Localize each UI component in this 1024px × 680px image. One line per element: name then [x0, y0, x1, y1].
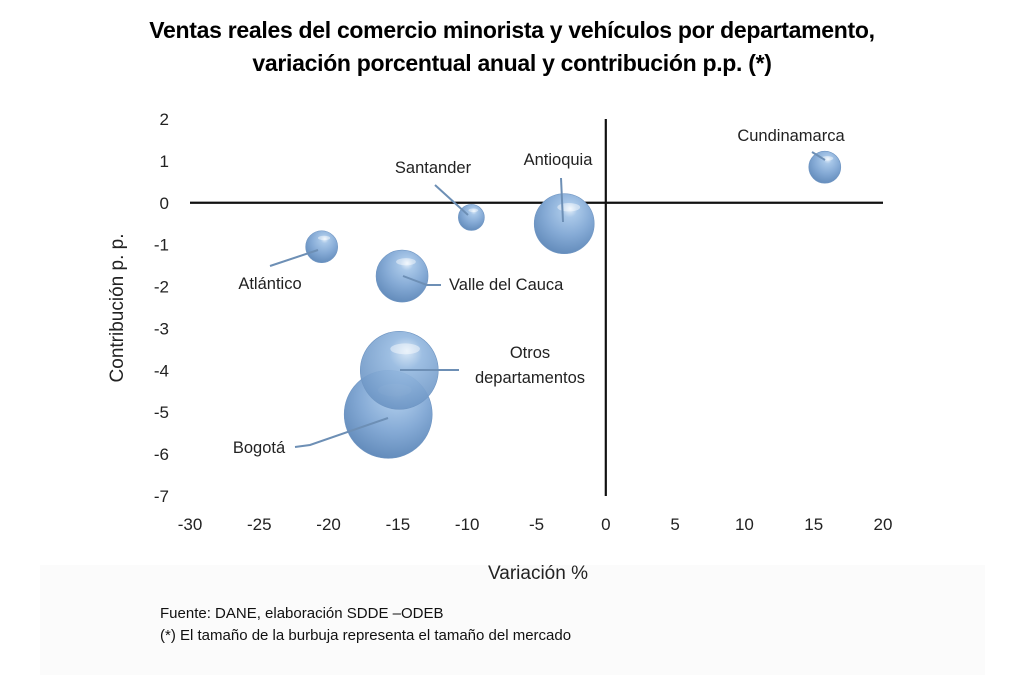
- bubble-label-otros-departamentos-line2: departamentos: [475, 369, 585, 387]
- chart-title-line-2: variación porcentual anual y contribució…: [252, 50, 772, 76]
- y-axis-title: Contribución p. p.: [107, 234, 128, 383]
- leader-line-santander: [434, 184, 469, 216]
- tick-labels: -30 -25 -20 -15 -10 -5 0 5 10 15 20210-1-2-3-4-5-6…: [154, 110, 893, 534]
- bubble-cundinamarca: [808, 150, 842, 184]
- background-panel: [40, 565, 985, 675]
- bubble-antioquia: [533, 193, 595, 255]
- y-tick-label: -2: [154, 278, 169, 297]
- x-tick-label: 10: [735, 515, 754, 534]
- x-tick-label: -30: [178, 515, 203, 534]
- x-axis-title: Variación %: [488, 563, 588, 584]
- x-tick-label: 5: [670, 515, 679, 534]
- leader-line-valle-del-cauca: [402, 275, 441, 286]
- bubble-santander: [458, 204, 485, 231]
- y-tick-label: 1: [160, 152, 169, 171]
- y-tick-label: -3: [154, 319, 169, 338]
- bubble-label-antioquia: Antioquia: [524, 151, 594, 169]
- bubble-highlight: [317, 235, 331, 241]
- leader-line-antioquia: [560, 177, 564, 223]
- chart-title: Ventas reales del comercio minorista y v…: [0, 14, 1024, 80]
- y-tick-label: -4: [154, 361, 169, 380]
- bubble-label-otros-departamentos: Otros: [510, 344, 550, 362]
- leader-line-atlantico: [269, 249, 319, 267]
- bubble-label-cundinamarca: Cundinamarca: [737, 127, 845, 145]
- y-tick-label: 0: [160, 194, 169, 213]
- bubble-highlight: [396, 258, 416, 266]
- bubble-label-atlantico: Atlántico: [238, 275, 301, 293]
- footnotes: Fuente: DANE, elaboración SDDE –ODEB (*)…: [160, 603, 571, 647]
- bubble-label-valle-del-cauca: Valle del Cauca: [449, 276, 564, 294]
- leader-line-cundinamarca: [811, 151, 826, 161]
- chart-title-line-1: Ventas reales del comercio minorista y v…: [149, 17, 875, 43]
- y-tick-label: -6: [154, 445, 169, 464]
- bubble-highlight: [390, 343, 420, 355]
- axes: [190, 119, 883, 496]
- y-tick-label: -7: [154, 487, 169, 506]
- x-tick-label: -10: [455, 515, 480, 534]
- x-tick-label: 15: [804, 515, 823, 534]
- source-note: Fuente: DANE, elaboración SDDE –ODEB: [160, 605, 444, 622]
- bubble-valle-del-cauca: [375, 249, 429, 303]
- bubble-label-santander: Santander: [395, 159, 472, 177]
- y-tick-label: 2: [160, 110, 169, 129]
- y-tick-label: -5: [154, 403, 169, 422]
- leader-line-bogota: [294, 417, 389, 448]
- x-tick-label: -25: [247, 515, 272, 534]
- bubble-atlantico: [305, 230, 338, 264]
- bubbles: [305, 150, 842, 459]
- x-tick-label: -20: [316, 515, 341, 534]
- bubble-highlight: [557, 203, 581, 212]
- x-tick-label: -15: [386, 515, 411, 534]
- x-tick-label: -5: [529, 515, 544, 534]
- bubble-highlight: [468, 208, 479, 213]
- x-tick-label: 0: [601, 515, 610, 534]
- x-tick-label: 20: [874, 515, 893, 534]
- y-tick-label: -1: [154, 236, 169, 255]
- bubble-size-note: (*) El tamaño de la burbuja representa e…: [160, 627, 572, 644]
- bubble-labels: Cundinamarca Antioquia Santander Atlántico V…: [233, 127, 846, 457]
- leader-lines: [269, 151, 826, 448]
- bubble-label-bogota: Bogotá: [233, 439, 286, 457]
